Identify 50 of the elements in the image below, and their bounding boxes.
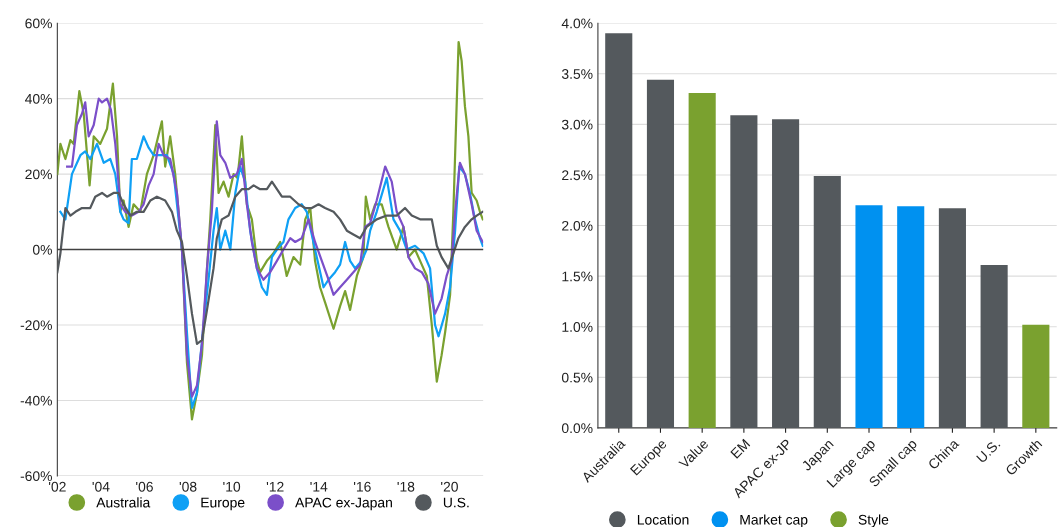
- line-series: [66, 97, 484, 398]
- bar: [938, 208, 966, 428]
- legend-label: Europe: [201, 497, 245, 511]
- y-tick-label: 0.0%: [561, 423, 593, 434]
- bar: [605, 33, 633, 428]
- legend-label: APAC ex-Japan: [295, 497, 392, 511]
- legend-label: Style: [858, 514, 889, 527]
- x-tick-label: '08: [179, 481, 197, 492]
- line-series: [57, 40, 484, 421]
- bar: [688, 93, 716, 428]
- x-tick-label: '14: [310, 481, 328, 492]
- y-tick-label: 1.0%: [562, 322, 593, 332]
- legend-label: Market cap: [740, 514, 808, 527]
- y-tick-label: 1.5%: [562, 271, 593, 282]
- legend-label: Location: [637, 514, 689, 525]
- y-tick-label: -20%: [20, 320, 52, 331]
- y-tick-label: 2.5%: [562, 170, 593, 181]
- bar: [772, 119, 800, 428]
- x-tick-label: EM: [730, 438, 751, 459]
- x-tick-label: '04: [92, 481, 110, 492]
- x-tick-label: '06: [136, 481, 153, 492]
- bar: [980, 265, 1008, 428]
- bar: [1022, 324, 1050, 428]
- bar: [897, 206, 925, 428]
- bar: [855, 205, 883, 428]
- x-tick-label: U.S.: [976, 438, 1001, 464]
- x-tick-label: '02: [49, 481, 66, 492]
- bar: [646, 79, 675, 428]
- y-tick-label: -60%: [20, 471, 52, 482]
- y-tick-label: 3.0%: [561, 119, 593, 130]
- bar: [813, 175, 841, 428]
- legend-label: Australia: [96, 497, 151, 508]
- x-tick-label: '12: [266, 481, 284, 492]
- line-series: [59, 135, 484, 410]
- y-tick-label: 0%: [32, 244, 52, 255]
- y-tick-label: 4.0%: [561, 18, 593, 29]
- x-tick-label: '20: [441, 481, 458, 492]
- y-tick-label: 2.0%: [562, 220, 593, 231]
- y-tick-label: 20%: [25, 169, 52, 180]
- x-tick-label: '10: [223, 481, 241, 492]
- x-tick-label: '18: [397, 481, 415, 492]
- x-tick-label: '16: [353, 481, 371, 492]
- legend-label: U.S.: [443, 497, 469, 508]
- line-series: [57, 180, 484, 345]
- y-tick-label: 60%: [25, 18, 52, 29]
- y-tick-label: 40%: [25, 93, 52, 104]
- bar: [730, 115, 758, 428]
- y-tick-label: -40%: [20, 395, 52, 406]
- y-tick-label: 3.5%: [561, 69, 593, 79]
- y-tick-label: 0.5%: [561, 372, 593, 383]
